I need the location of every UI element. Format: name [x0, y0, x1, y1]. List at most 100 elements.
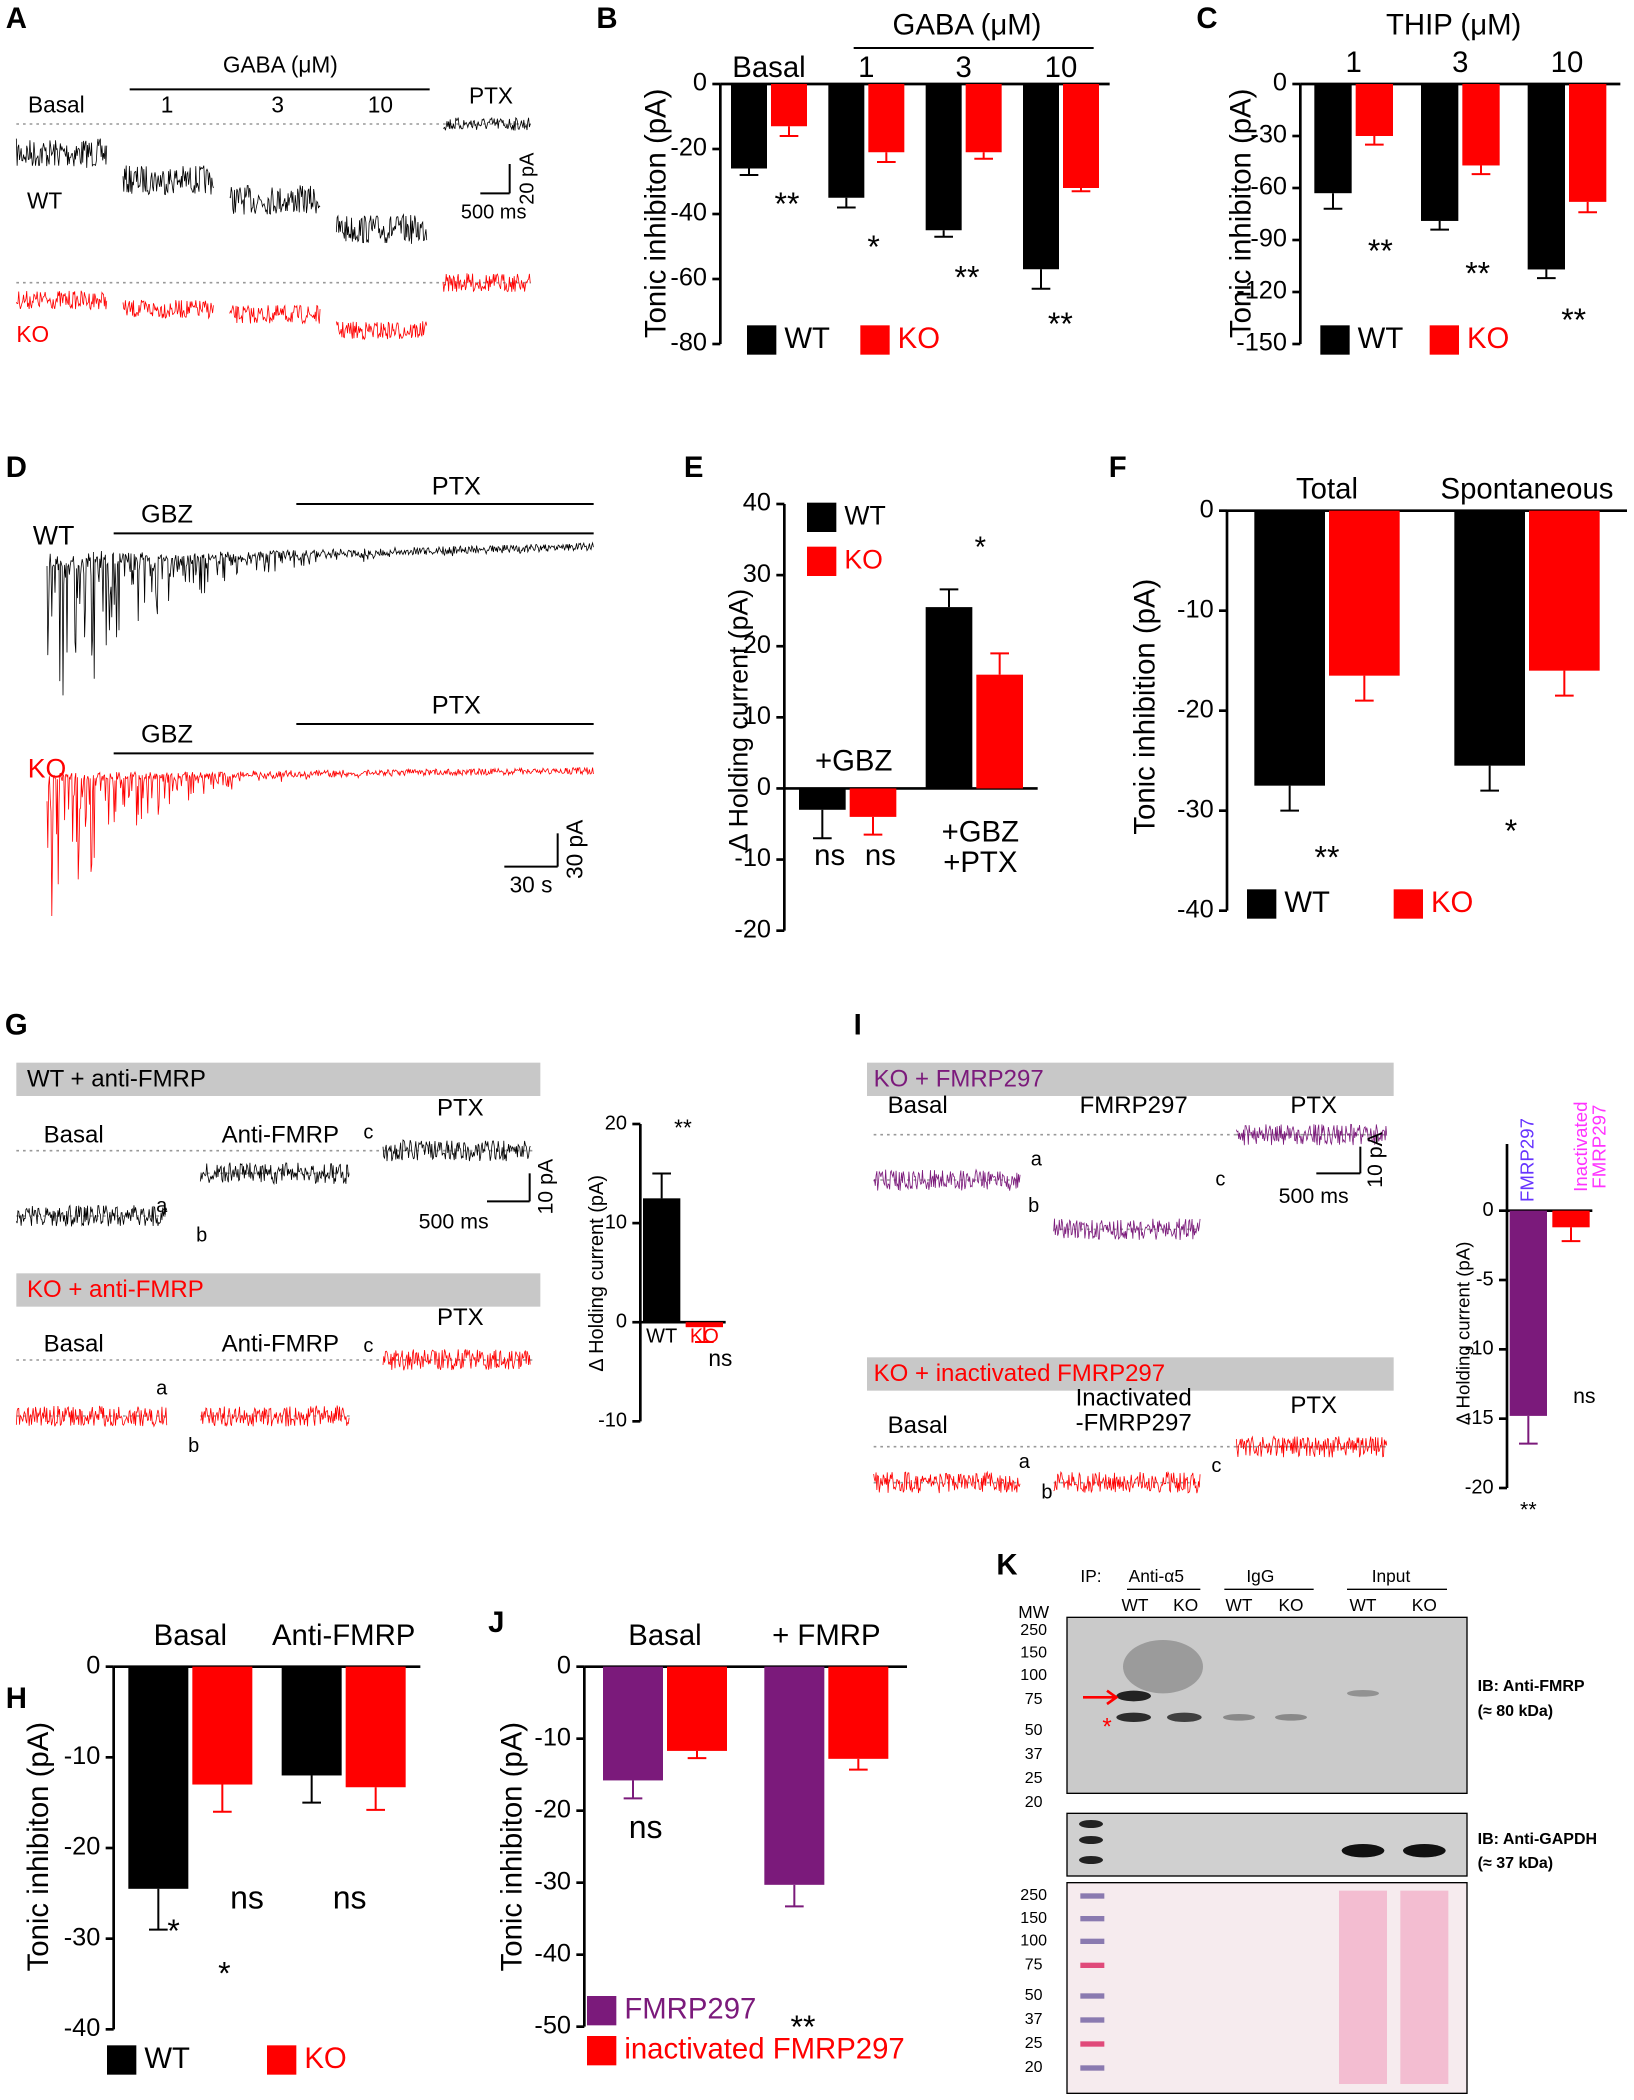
band [1079, 1836, 1103, 1844]
error-bar [213, 1784, 232, 1813]
band [1275, 1714, 1307, 1721]
bar [976, 674, 1023, 789]
y-tick-label: -20 [1465, 1476, 1494, 1498]
label: WT [27, 188, 62, 214]
y-tick-label: 0 [1273, 69, 1287, 97]
significance: * [867, 229, 879, 265]
trace [442, 273, 531, 293]
label: KO [1412, 1595, 1437, 1615]
label: IgG [1246, 1566, 1274, 1586]
y-tick-label: 0 [757, 773, 771, 801]
category-label: Inactivated FMRP297 [1570, 1101, 1611, 1192]
significance: ns [629, 1809, 663, 1845]
error-bar [302, 1775, 321, 1804]
label: PTX [437, 1095, 484, 1122]
label: Anti-FMRP [222, 1331, 339, 1358]
significance: ** [955, 259, 980, 295]
error-bar [1031, 269, 1051, 290]
bar [965, 84, 1002, 153]
label: KO + anti-FMRP [27, 1276, 204, 1303]
label: c [363, 1122, 373, 1144]
bar [925, 607, 973, 789]
bar [1023, 84, 1059, 270]
trace [1235, 1435, 1388, 1458]
significance: ** [1315, 839, 1340, 875]
error-bar [695, 1327, 714, 1344]
bar [603, 1666, 663, 1781]
significance: ns [708, 1345, 732, 1371]
ladder-band [1080, 1893, 1105, 1899]
error-bar [739, 168, 759, 176]
y-tick-label: -30 [64, 1923, 101, 1951]
chart-title: THIP (μM) [1386, 8, 1521, 41]
error-bar [1561, 1227, 1581, 1243]
band [1341, 1844, 1385, 1858]
label: IB: Anti-GAPDH [1478, 1831, 1597, 1848]
category-label: 1 [858, 51, 874, 84]
bar [1063, 84, 1099, 188]
legend-swatch [267, 2045, 297, 2075]
y-tick-label: -30 [1177, 795, 1214, 823]
label: 30 pA [561, 819, 587, 879]
error-bar [1471, 165, 1491, 176]
bar [1254, 510, 1325, 786]
ladder-band [1080, 2017, 1105, 2023]
band [1347, 1690, 1379, 1697]
category-label: KO [690, 1326, 719, 1348]
y-tick-label: -15 [1465, 1407, 1494, 1429]
bar [345, 1666, 406, 1788]
error-bar [877, 152, 896, 163]
y-tick-label: -10 [1177, 595, 1214, 623]
y-tick-label: -80 [670, 329, 707, 357]
bar [685, 1322, 723, 1328]
legend-label: WT [784, 322, 830, 355]
trace [122, 299, 214, 320]
label: GABA (μM) [223, 52, 338, 78]
label: Anti-α5 [1129, 1566, 1184, 1586]
category-label: Basal [154, 1619, 227, 1652]
label: 3 [271, 92, 284, 118]
y-axis-label: Δ Holding current (pA) [723, 589, 753, 851]
error-bar [1536, 269, 1556, 280]
legend-label: KO [1431, 886, 1473, 919]
bar [925, 84, 962, 231]
label: Inactivated -FMRP297 [1075, 1385, 1192, 1437]
category-label: FMRP297 [1516, 1118, 1537, 1202]
stain-lane [1339, 1890, 1387, 2084]
label: 37 [1025, 1746, 1043, 1763]
label: 25 [1025, 2035, 1043, 2052]
label: PTX [469, 82, 513, 108]
legend-swatch [1429, 325, 1459, 355]
legend-swatch [587, 2036, 617, 2066]
error-bar [785, 1884, 804, 1908]
category-label: Basal [732, 51, 805, 84]
error-bar [1364, 136, 1384, 146]
error-bar [1518, 1415, 1538, 1445]
label: 75 [1025, 1691, 1043, 1708]
bar [192, 1666, 253, 1785]
y-tick-label: -20 [1177, 695, 1214, 723]
panel-label: H [6, 1682, 27, 1715]
significance: ** [1561, 302, 1586, 338]
ladder-band [1080, 2065, 1105, 2071]
bar [868, 84, 905, 153]
label: PTX [432, 473, 481, 501]
significance: ** [775, 186, 800, 222]
label: (≈ 37 kDa) [1478, 1855, 1553, 1872]
label: b [188, 1435, 199, 1457]
panel-label: F [1109, 451, 1127, 484]
trace [229, 304, 321, 325]
error-bar [366, 1787, 385, 1811]
significance: ** [1368, 233, 1393, 269]
panel-label: J [488, 1606, 504, 1639]
label: Input [1372, 1566, 1411, 1586]
label: 25 [1025, 1770, 1043, 1787]
panel-label: K [996, 1548, 1017, 1581]
bar [1527, 84, 1565, 270]
label: 75 [1025, 1957, 1043, 1974]
legend-label: KO [844, 544, 883, 574]
y-tick-label: 40 [743, 489, 771, 517]
trace [46, 541, 594, 696]
y-axis-label: Tonic inhibiton (pA) [1225, 89, 1258, 338]
